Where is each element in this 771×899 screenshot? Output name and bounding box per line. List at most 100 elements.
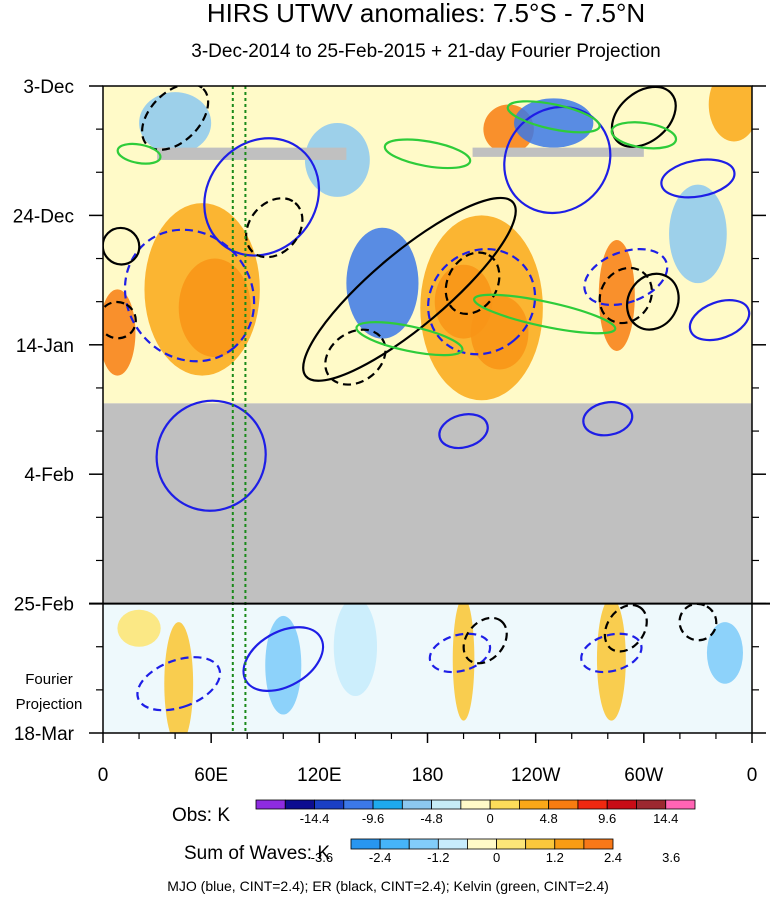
mjo-contour-7 <box>688 299 751 342</box>
kelvin-contour-30 <box>506 100 601 134</box>
obs-colorbar-tick-label-5: 9.6 <box>598 811 616 826</box>
er-contour-16 <box>245 197 304 259</box>
y-tick-label-3: 4-Feb <box>24 465 74 486</box>
obs-colorbar-swatch-9 <box>519 799 550 810</box>
waves-colorbar: -3.6 -2.4 -1.2 0 1.2 2.4 3.6 <box>311 838 680 865</box>
waves-colorbar-swatch-4 <box>467 838 497 850</box>
obs-colorbar-swatch-3 <box>343 799 374 810</box>
obs-colorbar-tick-label-1: -9.6 <box>362 811 384 826</box>
er-contour-19 <box>625 272 680 331</box>
mjo-contour-1 <box>427 247 537 356</box>
waves-colorbar-swatch-6 <box>525 838 556 850</box>
waves-colorbar-tick-label-2: -1.2 <box>427 850 449 865</box>
waves-colorbar-swatch-5 <box>496 838 527 850</box>
obs-anomaly-blob-9 <box>346 227 419 339</box>
er-contour-25 <box>603 603 648 653</box>
er-contour-21 <box>324 328 387 386</box>
waves-colorbar-tick-label-6: 3.6 <box>662 850 680 865</box>
obs-colorbar-swatch-0 <box>255 799 286 810</box>
er-contour-24 <box>462 616 508 665</box>
waves-anomaly-blob-5 <box>333 597 378 697</box>
waves-anomaly-blob-0 <box>164 622 194 733</box>
waves-colorbar-label: Sum of Waves: K <box>184 843 330 864</box>
er-contour-23 <box>103 226 141 266</box>
waves-colorbar-swatch-8 <box>583 838 614 850</box>
fourier-background <box>103 603 752 733</box>
y-tick-label-1: 24-Dec <box>13 206 74 227</box>
y-tick-label-0: 3-Dec <box>23 77 74 98</box>
obs-colorbar-swatch-5 <box>401 799 433 810</box>
obs-colorbar-swatch-13 <box>636 799 667 810</box>
mjo-contour-9 <box>582 401 634 437</box>
obs-anomaly-blob-12 <box>669 184 727 284</box>
er-contour-26 <box>678 602 718 642</box>
x-tick-label-6: 0 <box>747 765 758 786</box>
mjo-contour-3 <box>203 137 321 257</box>
kelvin-contour-29 <box>383 138 472 170</box>
waves-colorbar-swatch-1 <box>379 838 410 850</box>
x-tick-label-1: 60E <box>194 765 228 786</box>
waves-anomaly-blob-1 <box>452 597 475 721</box>
axes: 3-Dec 24-Dec 14-Jan 4-Feb 25-Feb 18-Mar 0 60E 12… <box>13 77 766 786</box>
mjo-contour-5 <box>155 399 267 512</box>
kelvin-contour-27 <box>472 293 617 335</box>
obs-colorbar: -14.4 -9.6 -4.8 0 4.8 9.6 14.4 <box>255 799 696 826</box>
kelvin-contour-31 <box>610 121 678 150</box>
waves-colorbar-tick-label-3: 0 <box>493 850 500 865</box>
er-contour-20 <box>598 266 654 325</box>
missing-data-bar-1 <box>472 147 644 157</box>
x-tick-label-5: 60W <box>624 765 663 786</box>
obs-anomaly-blob-11 <box>139 92 212 154</box>
mjo-contour-11 <box>136 656 222 712</box>
waves-colorbar-tick-label-0: -3.6 <box>311 850 333 865</box>
obs-colorbar-tick-label-4: 4.8 <box>540 811 558 826</box>
x-tick-label-0: 0 <box>98 765 109 786</box>
obs-colorbar-swatch-14 <box>665 799 696 810</box>
er-contour-22 <box>103 300 137 340</box>
waves-colorbar-swatch-3 <box>437 838 468 850</box>
mjo-contour-0 <box>123 228 256 363</box>
missing-data-block <box>103 403 752 604</box>
waves-colorbar-tick-label-1: -2.4 <box>369 850 391 865</box>
obs-colorbar-swatch-4 <box>372 799 403 810</box>
obs-colorbar-swatch-10 <box>548 799 579 810</box>
waves-anomaly-blob-6 <box>117 609 161 647</box>
mjo-contour-13 <box>580 632 643 674</box>
obs-colorbar-swatch-2 <box>314 799 345 810</box>
er-contour-15 <box>140 86 210 151</box>
kelvin-contour-32 <box>116 142 162 165</box>
waves-colorbar-swatch-2 <box>408 838 439 850</box>
obs-colorbar-label: Obs: K <box>172 805 230 826</box>
y-tick-label-5: 18-Mar <box>14 724 75 745</box>
obs-colorbar-swatch-11 <box>577 799 608 810</box>
y-tick-label-2: 14-Jan <box>16 336 74 357</box>
obs-colorbar-swatch-7 <box>460 799 491 810</box>
obs-colorbar-tick-label-0: -14.4 <box>300 811 330 826</box>
kelvin-contour-28 <box>355 321 464 357</box>
obs-colorbar-tick-label-3: 0 <box>487 811 494 826</box>
obs-colorbar-tick-label-2: -4.8 <box>420 811 442 826</box>
plot-area <box>103 86 752 733</box>
waves-anomaly-blob-2 <box>596 597 626 721</box>
er-contour-17 <box>610 86 677 148</box>
obs-anomaly-blob-6 <box>103 289 136 376</box>
waves-colorbar-tick-label-5: 2.4 <box>604 850 622 865</box>
y-tick-label-4: 25-Feb <box>14 595 74 616</box>
x-tick-label-4: 120W <box>511 765 561 786</box>
fourier-label-line1: Fourier <box>25 671 73 688</box>
missing-data-bar-0 <box>157 147 347 160</box>
waves-anomaly-blob-4 <box>706 622 743 684</box>
obs-colorbar-swatch-1 <box>284 799 315 810</box>
chart-title: HIRS UTWV anomalies: 7.5°S - 7.5°N <box>207 0 645 28</box>
obs-anomaly-blob-10 <box>514 98 594 148</box>
obs-colorbar-swatch-12 <box>606 799 637 810</box>
obs-colorbar-tick-label-6: 14.4 <box>653 811 678 826</box>
waves-colorbar-swatch-7 <box>554 838 585 850</box>
obs-anomaly-blob-7 <box>708 86 752 142</box>
er-contour-14 <box>302 196 517 382</box>
obs-anomaly-blob-1 <box>144 203 260 376</box>
x-tick-label-3: 180 <box>412 765 444 786</box>
fourier-label-line2: Projection <box>16 696 83 713</box>
x-tick-label-2: 120E <box>297 765 341 786</box>
